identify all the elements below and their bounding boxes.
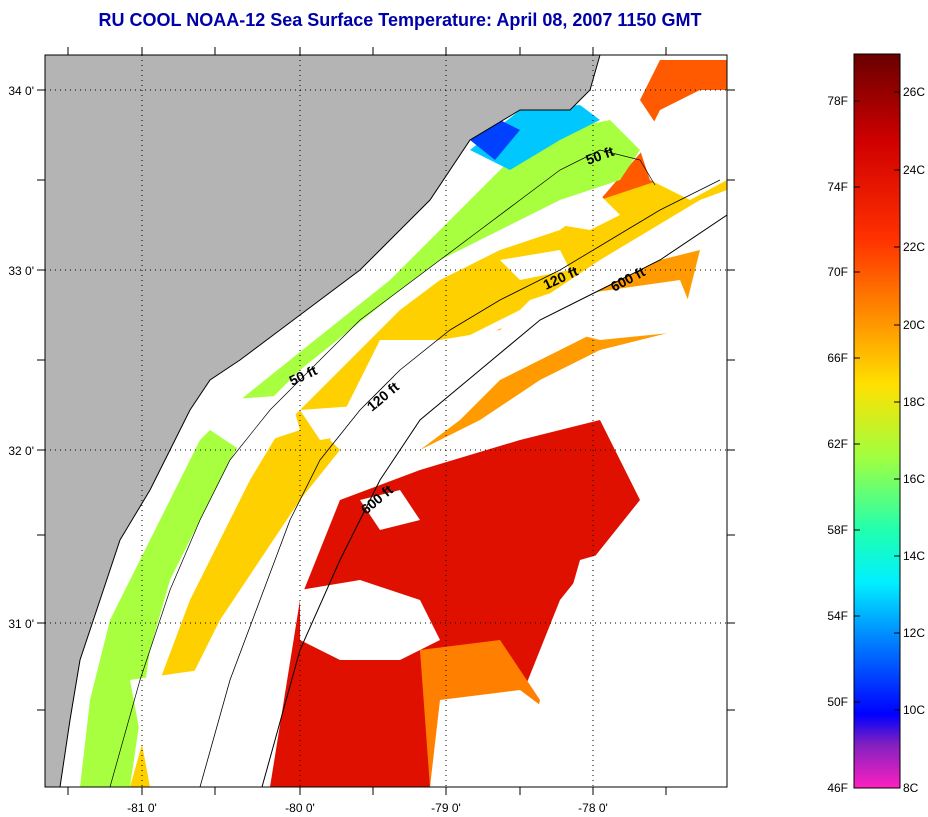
colorbar-c-label: 18C (903, 395, 925, 409)
colorbar-c-label: 22C (903, 240, 925, 254)
sst-cold-coastal (470, 105, 600, 170)
lat-label: 33 0' (8, 264, 34, 278)
colorbar-f-label: 74F (827, 180, 848, 194)
colorbar-c-label: 10C (903, 703, 925, 717)
colorbar-ticks (854, 91, 900, 711)
isobath-50ft-line (109, 149, 656, 787)
colorbar-c-label: 16C (903, 472, 925, 486)
lon-label: -79 0' (431, 801, 461, 815)
lat-label: 32 0' (8, 444, 34, 458)
map-frame (44, 54, 728, 788)
cloud-patch (430, 690, 560, 787)
cloud-patch (360, 490, 420, 530)
lon-label: -80 0' (285, 801, 315, 815)
isobath-120ft-line (199, 179, 721, 787)
colorbar-c-label: 20C (903, 318, 925, 332)
coastline (59, 55, 601, 787)
isobath-600ft-line (261, 214, 727, 787)
cloud-patch (330, 290, 600, 470)
sst-warm-region (270, 420, 640, 787)
colorbar-f-label: 46F (827, 781, 848, 795)
colorbar (853, 53, 901, 789)
cloud-patch (130, 670, 260, 787)
colorbar-f-label: 66F (827, 351, 848, 365)
cloud-patch (540, 280, 700, 340)
lon-label: -78 0' (578, 801, 608, 815)
lat-label: 34 0' (8, 84, 34, 98)
cloud-patch (560, 195, 620, 230)
colorbar-c-label: 8C (903, 781, 919, 795)
cloud-patch (210, 395, 300, 450)
colorbar-f-label: 70F (827, 265, 848, 279)
sst-blue-pocket (470, 120, 520, 160)
colorbar-f-label: 50F (827, 695, 848, 709)
colorbar-c-label: 26C (903, 85, 925, 99)
colorbar-c-label: 14C (903, 549, 925, 563)
cloud-patch (500, 250, 570, 280)
colorbar-f-label: 54F (827, 609, 848, 623)
axis-ticks (37, 47, 735, 795)
cloud-patch (540, 540, 727, 787)
cloud-patch (300, 405, 380, 440)
colorbar-f-label: 62F (827, 437, 848, 451)
land-mass (45, 55, 600, 787)
colorbar-f-label: 78F (827, 94, 848, 108)
map-layers (45, 55, 727, 787)
lat-label: 31 0' (8, 617, 34, 631)
colorbar-c-label: 12C (903, 626, 925, 640)
colorbar-c-label: 24C (903, 163, 925, 177)
cloud-patch (640, 90, 727, 200)
sst-nearshore-green (80, 120, 640, 787)
cloud-patch (300, 580, 440, 660)
colorbar-f-label: 58F (827, 523, 848, 537)
map-title: RU COOL NOAA-12 Sea Surface Temperature:… (98, 10, 702, 30)
graticule (45, 55, 727, 787)
lon-label: -81 0' (127, 801, 157, 815)
